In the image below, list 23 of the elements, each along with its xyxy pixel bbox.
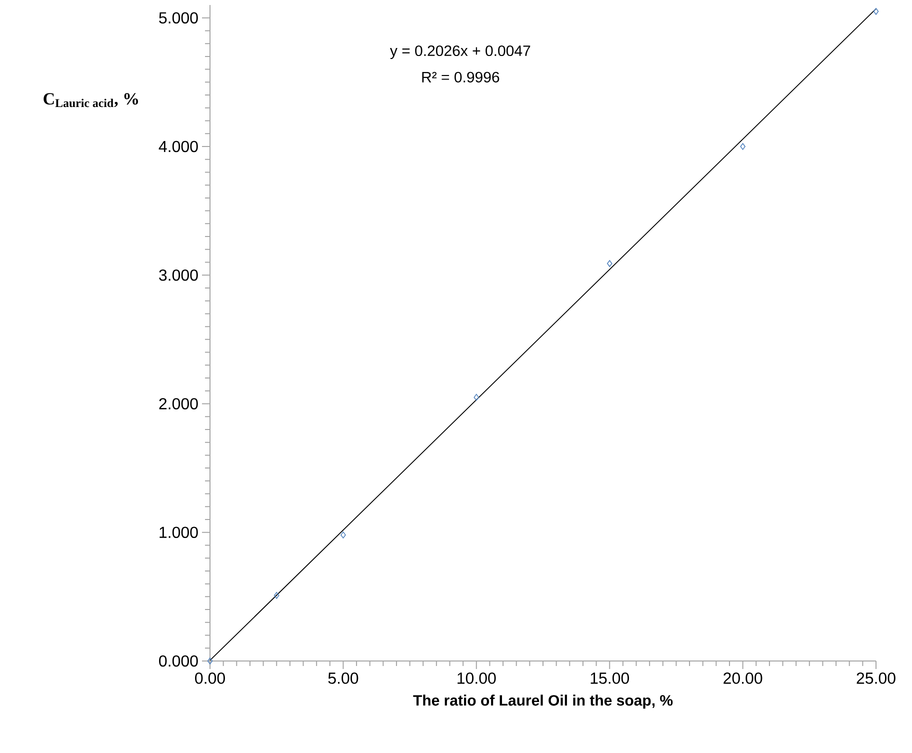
point	[606, 260, 612, 267]
y-tick-label: 1.000	[160, 526, 198, 538]
point	[873, 8, 879, 15]
annotation: y = 0.2026x + 0.0047	[390, 45, 530, 60]
x-tick-label: 5.00	[328, 672, 358, 684]
point	[207, 658, 213, 664]
point	[474, 394, 480, 401]
point	[340, 532, 346, 538]
x-tick-label: 15.00	[590, 672, 629, 684]
x-tick-label: 25.00	[856, 672, 896, 684]
y-tick-label: 5.000	[159, 12, 198, 24]
annotation: R² = 0.9996	[422, 72, 500, 82]
x-tick-label: 0.00	[195, 672, 225, 684]
y-axis-title: $\text{C}_{\text{Lauric acid}}\text{, \%}$	[44, 93, 138, 108]
point	[274, 592, 280, 599]
point	[740, 143, 746, 150]
x-tick-label: 10.00	[458, 672, 496, 684]
y-tick-label: 2.000	[159, 398, 198, 410]
y-tick-label: 0.000	[159, 655, 198, 667]
x-axis-title: The ratio of Laurel Oil in the soap, %	[413, 694, 673, 709]
y-tick-label: 3.000	[159, 269, 198, 281]
x-tick-label: 20.00	[724, 672, 762, 684]
y-tick-label: 4.000	[158, 140, 198, 152]
